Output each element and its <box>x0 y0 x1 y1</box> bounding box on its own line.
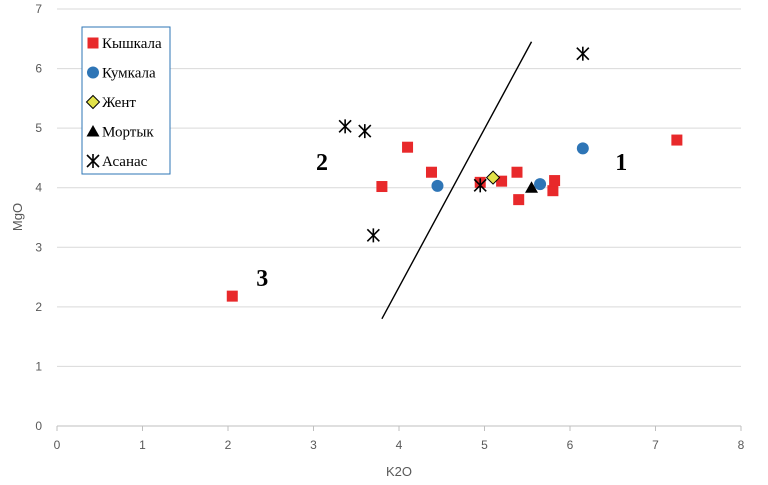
legend-marker-square <box>87 37 99 49</box>
data-point-asterisk <box>358 124 372 139</box>
data-point-circle <box>534 178 547 191</box>
x-tick-label: 3 <box>310 438 317 452</box>
x-tick-label: 7 <box>652 438 659 452</box>
x-tick-label: 2 <box>225 438 232 452</box>
data-point-circle <box>576 142 589 155</box>
data-point-triangle <box>525 181 539 193</box>
data-point-square <box>549 175 561 187</box>
data-point-square <box>226 290 238 302</box>
legend-marker-triangle <box>86 125 100 137</box>
legend-label: Мортык <box>102 125 154 141</box>
legend-label: Кумкала <box>102 66 156 82</box>
legend-marker-circle <box>87 66 99 79</box>
data-point-asterisk <box>366 228 380 243</box>
data-point-diamond <box>485 170 501 185</box>
axes: 0 1 2 3 4 5 6 7 0 1 2 3 4 5 6 7 8 <box>35 2 744 452</box>
y-tick-label: 0 <box>35 419 42 433</box>
data-point-square <box>547 185 559 197</box>
legend-label: Асанас <box>102 154 148 170</box>
x-tick-label: 0 <box>54 438 61 452</box>
data-point-square <box>496 175 508 187</box>
region-labels: 1 2 3 <box>256 150 627 292</box>
x-tick-label: 5 <box>481 438 488 452</box>
legend: Кышкала Кумкала Жент Мортык Асанас <box>81 26 171 175</box>
region-divider-line <box>381 41 533 320</box>
region-label: 2 <box>316 150 328 176</box>
data-point-square <box>511 166 523 178</box>
legend-label: Кышкала <box>102 36 162 52</box>
data-point-circle <box>431 179 444 192</box>
legend-label: Жент <box>102 95 136 111</box>
legend-marker-diamond <box>85 94 101 110</box>
data-point-square <box>425 166 437 178</box>
data-point-square <box>376 181 388 193</box>
gridlines <box>57 8 741 367</box>
y-tick-label: 5 <box>35 121 42 135</box>
region-label: 1 <box>615 150 627 176</box>
data-point-square <box>513 194 525 206</box>
data-point-square <box>402 141 414 153</box>
legend-marker-asterisk <box>86 154 100 168</box>
x-axis-title: K2O <box>386 464 412 479</box>
data-points <box>226 46 683 302</box>
y-tick-label: 2 <box>35 300 42 314</box>
y-axis-title: MgO <box>10 203 25 231</box>
y-tick-label: 6 <box>35 62 42 76</box>
y-tick-label: 1 <box>35 359 42 373</box>
data-point-asterisk <box>338 119 352 134</box>
x-tick-label: 4 <box>396 438 403 452</box>
x-tick-label: 6 <box>567 438 574 452</box>
data-point-asterisk <box>576 46 590 61</box>
region-label: 3 <box>256 266 268 292</box>
divider-line <box>381 41 533 320</box>
data-point-asterisk <box>473 178 487 193</box>
y-tick-label: 7 <box>35 2 42 16</box>
y-tick-label: 3 <box>35 240 42 254</box>
y-tick-label: 4 <box>35 181 42 195</box>
x-tick-label: 1 <box>139 438 146 452</box>
data-point-square <box>671 134 683 146</box>
x-tick-label: 8 <box>738 438 745 452</box>
